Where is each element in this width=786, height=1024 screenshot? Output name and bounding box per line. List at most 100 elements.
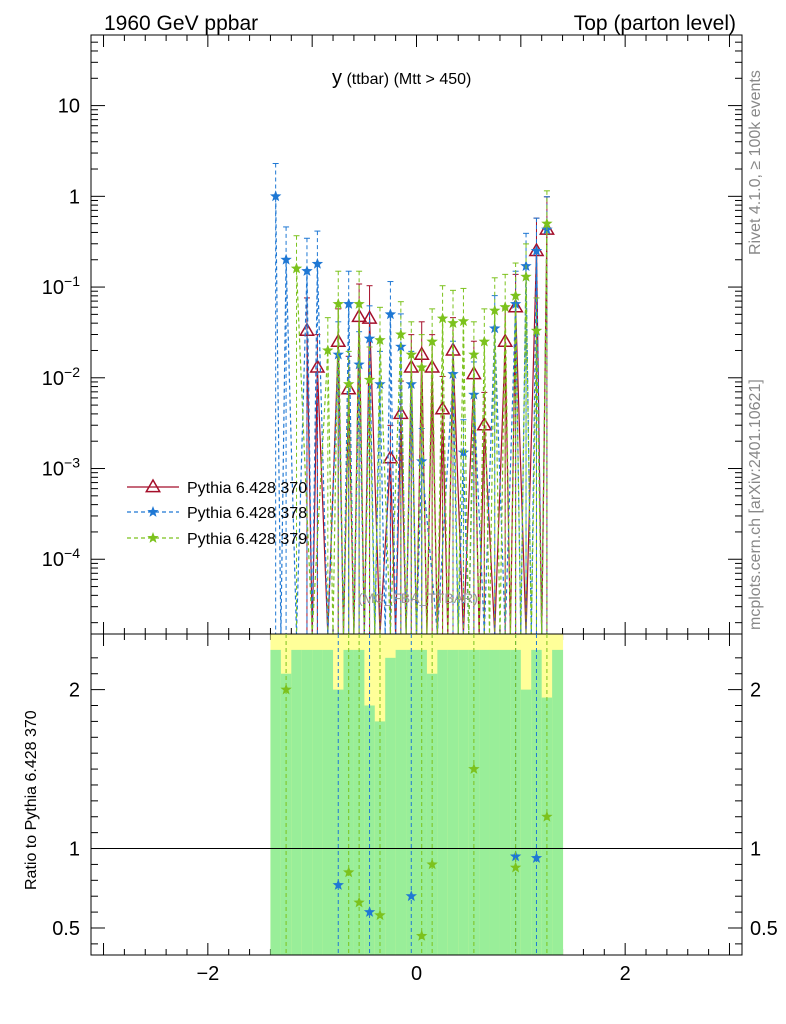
ratio-y-tick-label-left: 0.5 — [52, 918, 80, 940]
ratio-point — [541, 810, 553, 822]
data-point — [384, 308, 397, 320]
y-tick-label: 10−1 — [42, 273, 80, 299]
y-tick-label: 10−2 — [42, 364, 80, 390]
data-point — [530, 324, 543, 336]
main-panel: 10 1 10−1 10−2 10−3 10−4 — [42, 34, 743, 955]
data-point — [447, 317, 459, 328]
band-green — [301, 649, 313, 955]
band-green — [333, 689, 344, 955]
header-left: 1960 GeV ppbar — [104, 12, 258, 35]
data-point — [374, 378, 386, 389]
data-point — [509, 289, 522, 301]
data-point — [392, 405, 409, 420]
ratio-y-tick-label-right: 2 — [750, 680, 761, 702]
data-point — [468, 348, 480, 360]
data-point — [436, 312, 449, 324]
band-green — [322, 649, 334, 955]
data-point — [301, 265, 313, 276]
band-green — [385, 657, 397, 955]
data-point — [374, 334, 386, 345]
legend-item-1: Pythia 6.428 370 — [127, 478, 307, 497]
ratio-point — [426, 858, 438, 870]
ratio-y-ticks — [91, 657, 742, 945]
band-green — [458, 649, 470, 955]
data-point — [382, 449, 399, 464]
data-point — [332, 348, 344, 360]
ratio-point — [405, 890, 417, 902]
ratio-y-tick-label-right: 1 — [750, 839, 761, 861]
legend-label: Pythia 6.428 378 — [187, 505, 307, 522]
band-green — [312, 649, 324, 955]
data-point — [457, 315, 470, 327]
data-point — [311, 257, 324, 269]
ratio-point — [416, 929, 428, 941]
data-point — [332, 298, 344, 309]
data-point — [530, 245, 543, 256]
band-green — [270, 649, 282, 955]
plot-title-rest: (ttbar) (Mtt > 450) — [342, 71, 471, 88]
data-point — [499, 301, 511, 312]
data-point — [290, 262, 303, 274]
legend-marker — [147, 506, 159, 517]
data-point — [489, 304, 501, 316]
legend-marker — [145, 478, 161, 493]
data-point — [363, 373, 376, 385]
data-point — [520, 270, 532, 282]
y-tick-label: 1 — [69, 186, 80, 208]
legend-item-2: Pythia 6.428 378 — [127, 505, 307, 522]
ratio-point — [530, 852, 543, 863]
ratio-panel: −2 0 2 0.5 0.5 1 1 2 2 — [52, 633, 778, 985]
data-point — [541, 217, 553, 229]
ratio-bands — [270, 634, 564, 955]
y-tick-label: 10 — [58, 96, 80, 118]
band-green — [489, 649, 501, 955]
legend-label: Pythia 6.428 379 — [187, 531, 307, 548]
ratio-ylabel: Ratio to Pythia 6.428 370 — [23, 710, 40, 890]
ratio-point — [280, 683, 292, 695]
data-point — [353, 298, 365, 309]
x-tick-label: 2 — [620, 963, 631, 985]
data-point — [270, 190, 282, 202]
band-green — [499, 649, 511, 955]
plot-title: y (ttbar) (Mtt > 450) — [332, 67, 471, 89]
data-point — [509, 298, 522, 309]
band-green — [447, 649, 459, 955]
data-point — [478, 335, 490, 347]
data-point — [322, 344, 334, 356]
data-point — [280, 253, 292, 265]
x-tick-label: −2 — [196, 963, 219, 985]
band-green — [395, 649, 407, 955]
band-green — [437, 649, 449, 955]
data-point — [447, 368, 459, 379]
y-tick-label: 10−4 — [42, 545, 80, 571]
ratio-y-tick-label-right: 0.5 — [750, 918, 778, 940]
ratio-frame — [90, 633, 743, 956]
data-point — [343, 378, 355, 389]
band-green — [280, 673, 292, 955]
data-point — [416, 361, 428, 373]
ratio-point — [509, 850, 522, 862]
ratio-point — [353, 896, 365, 908]
ratio-point — [509, 861, 522, 873]
legend-label: Pythia 6.428 370 — [187, 480, 307, 497]
watermark: (MC_FBA_TTBAR) — [358, 590, 478, 606]
header-right: Top (parton level) — [574, 12, 736, 35]
y-ticks — [91, 34, 742, 624]
data-point — [363, 332, 376, 344]
ratio-y-tick-label-left: 2 — [69, 680, 80, 702]
ratio-point — [363, 906, 376, 917]
legend-item-3: Pythia 6.428 379 — [127, 531, 307, 548]
data-point — [395, 328, 407, 340]
ratio-point — [468, 763, 480, 774]
band-green — [479, 649, 491, 955]
data-point — [426, 335, 438, 347]
ratio-point — [374, 909, 386, 921]
band-green — [520, 689, 532, 955]
data-point — [299, 322, 315, 337]
band-green — [552, 649, 564, 955]
legend-marker — [147, 532, 159, 543]
ratio-y-tick-label-left: 1 — [69, 839, 80, 861]
ratio-point — [343, 866, 355, 878]
ratio-point — [332, 879, 344, 890]
